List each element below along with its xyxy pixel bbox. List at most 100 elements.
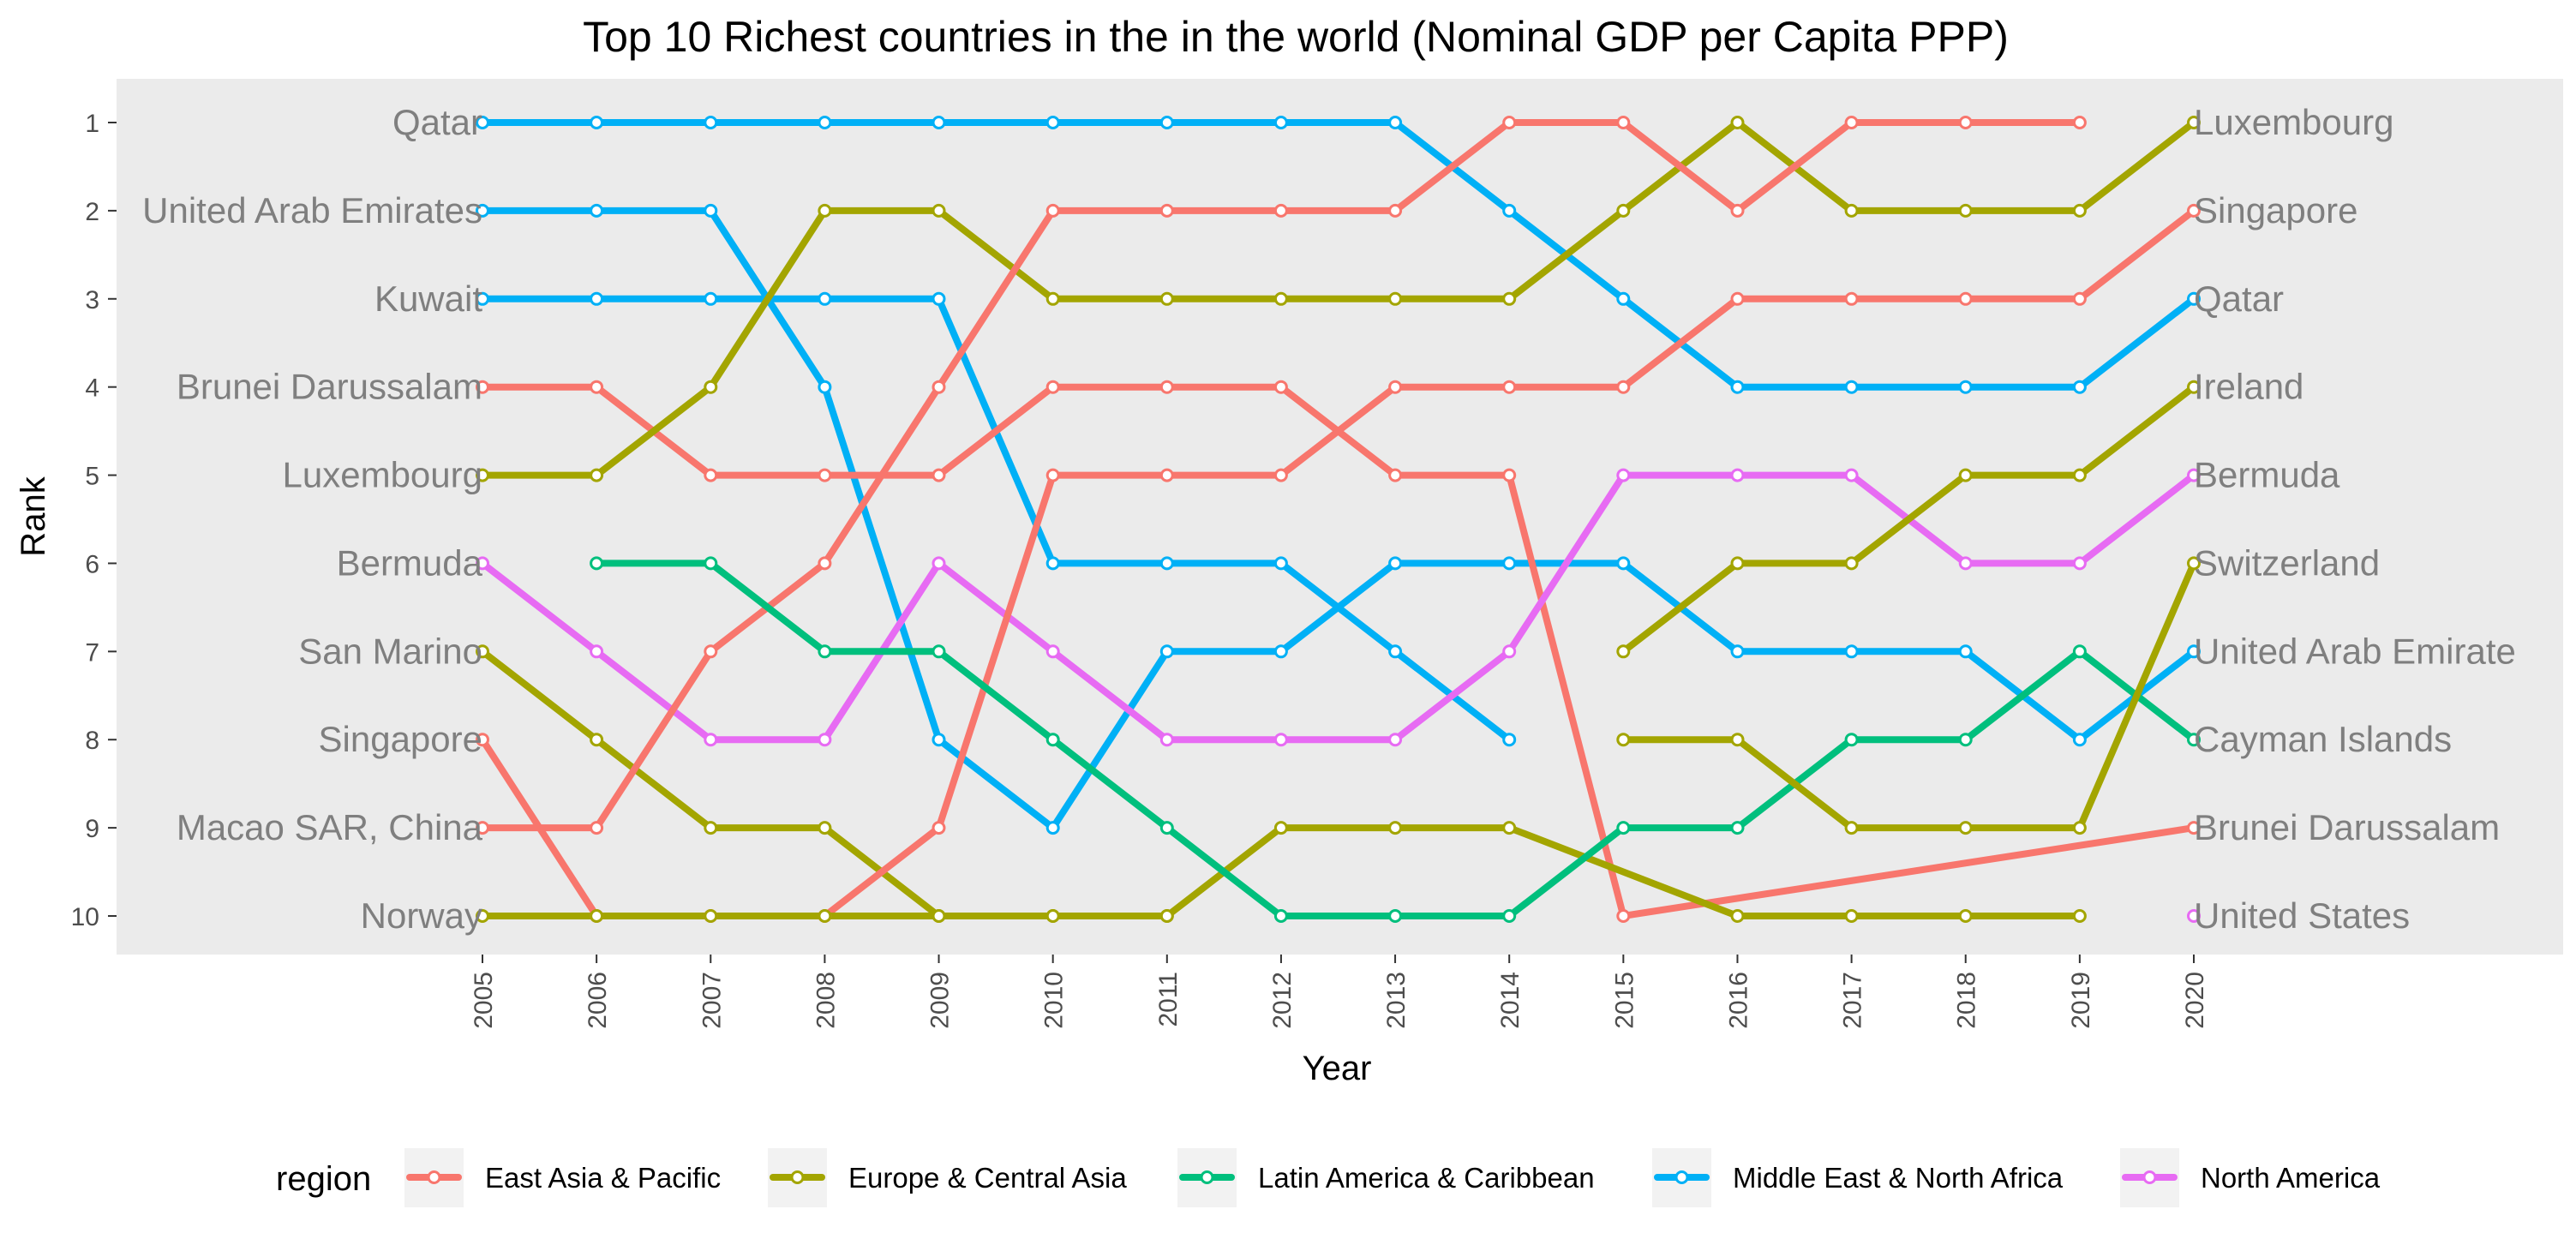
data-point-1-11: [1730, 644, 1745, 659]
data-point-4-0: [476, 468, 489, 482]
data-point-3-9: [1502, 468, 1517, 482]
data-point-4-9: [1502, 291, 1517, 306]
data-point-1-7: [1273, 644, 1288, 659]
data-point-8-2: [704, 644, 718, 659]
y-tick-label-1: 1: [85, 110, 99, 138]
data-point-0-2: [704, 116, 718, 129]
start-label-10: Norway: [361, 895, 482, 936]
data-point-10-7: [1388, 909, 1403, 923]
data-point-5-13: [1958, 556, 1973, 571]
legend-label: North America: [2201, 1162, 2381, 1194]
start-label-6: Bermuda: [337, 542, 483, 583]
data-point-8-11: [1730, 203, 1745, 218]
data-point-0-14: [2072, 380, 2087, 394]
y-tick-label-6: 6: [85, 550, 99, 578]
end-label-4: Ireland: [2194, 367, 2303, 407]
data-point-0-1: [590, 116, 604, 129]
data-point-5-2: [704, 733, 718, 747]
start-label-9: Macao SAR, China: [177, 807, 483, 847]
legend: region East Asia & Pacific Europe & Centra…: [276, 1148, 2381, 1207]
y-tick-label-2: 2: [85, 198, 99, 226]
data-point-8-5: [1045, 203, 1060, 218]
data-point-8-10: [1616, 116, 1631, 129]
legend-item-1: East Asia & Pacific: [404, 1148, 721, 1207]
data-point-8-3: [818, 556, 832, 571]
data-point-4-4: [932, 203, 946, 218]
data-point-0-12: [1844, 380, 1859, 394]
data-point-1-8: [1388, 556, 1403, 571]
start-label-3: Kuwait: [374, 278, 482, 319]
data-point-10-5: [1159, 821, 1174, 835]
data-point-10-9: [1616, 821, 1631, 835]
y-tick-label-8: 8: [85, 727, 99, 755]
end-label-1: Luxembourg: [2194, 102, 2393, 142]
data-point-8-1: [590, 821, 604, 835]
end-label-7: United Arab Emirate: [2194, 631, 2516, 671]
data-point-2-2: [704, 291, 718, 306]
data-point-9-6: [1159, 909, 1174, 923]
data-point-6-7: [1273, 821, 1288, 835]
data-point-5-3: [818, 733, 832, 747]
series-line-11: [1620, 383, 2197, 655]
data-point-4-13: [1958, 203, 1973, 218]
data-point-8-12: [1844, 116, 1859, 129]
data-point-3-2: [704, 468, 718, 482]
x-tick-label-2017: 2017: [1839, 972, 1867, 1029]
data-point-10-2: [818, 644, 832, 659]
data-point-4-14: [2072, 203, 2087, 218]
y-tick-label-7: 7: [85, 638, 99, 667]
data-point-0-6: [1159, 116, 1174, 129]
data-point-5-5: [1045, 644, 1060, 659]
data-point-3-1: [590, 380, 604, 394]
data-point-7-11: [1730, 291, 1745, 306]
data-point-4-10: [1616, 203, 1631, 218]
x-tick-label-2011: 2011: [1154, 972, 1183, 1027]
x-tick-label-2007: 2007: [698, 972, 726, 1029]
data-point-0-3: [818, 116, 832, 129]
data-point-11-2: [1844, 556, 1859, 571]
data-point-4-12: [1844, 203, 1859, 218]
data-point-5-6: [1159, 733, 1174, 747]
data-point-1-4: [932, 733, 946, 747]
data-point-11-1: [1730, 556, 1745, 571]
start-label-7: San Marino: [298, 631, 482, 671]
y-tick-label-5: 5: [85, 463, 99, 491]
start-label-5: Luxembourg: [283, 455, 482, 495]
y-tick-label-10: 10: [71, 903, 99, 931]
series-line-12: [1620, 560, 2197, 832]
data-point-4-2: [704, 380, 718, 394]
y-axis-title: Rank: [15, 476, 52, 556]
data-point-5-11: [1730, 468, 1745, 482]
series-line-0: [479, 119, 2197, 391]
legend-item-4: Middle East & North Africa: [1652, 1148, 2064, 1207]
legend-label: Middle East & North Africa: [1733, 1162, 2064, 1194]
data-point-5-9: [1502, 644, 1517, 659]
chart-title: Top 10 Richest countries in the in the w…: [583, 13, 2009, 61]
data-point-11-0: [1616, 644, 1631, 659]
data-point-6-1: [590, 733, 604, 747]
data-point-5-7: [1273, 733, 1288, 747]
data-point-8-9: [1502, 116, 1517, 129]
data-point-8-13: [1958, 116, 1973, 129]
data-point-8-8: [1388, 203, 1403, 218]
data-point-8-14: [2072, 116, 2087, 129]
x-tick-label-2013: 2013: [1382, 972, 1411, 1029]
data-point-2-9: [1502, 733, 1517, 747]
data-point-1-6: [1159, 644, 1174, 659]
data-point-3-0: [476, 380, 489, 394]
data-point-11-5: [2187, 380, 2201, 394]
data-point-0-10: [1616, 291, 1631, 306]
x-tick-label-2018: 2018: [1953, 972, 1981, 1029]
data-point-3-5: [1045, 380, 1060, 394]
end-label-9: Brunei Darussalam: [2194, 807, 2500, 847]
data-point-9-3: [818, 909, 832, 923]
data-point-6-2: [704, 821, 718, 835]
end-label-6: Switzerland: [2194, 542, 2380, 583]
x-tick-label-2010: 2010: [1040, 972, 1069, 1029]
legend-item-5: North America: [2120, 1148, 2381, 1207]
data-point-10-10: [1730, 821, 1745, 835]
end-label-8: Cayman Islands: [2194, 719, 2452, 759]
end-label-5: Bermuda: [2194, 455, 2340, 495]
legend-key-point: [1200, 1170, 1214, 1184]
x-tick-label-2020: 2020: [2181, 972, 2209, 1029]
